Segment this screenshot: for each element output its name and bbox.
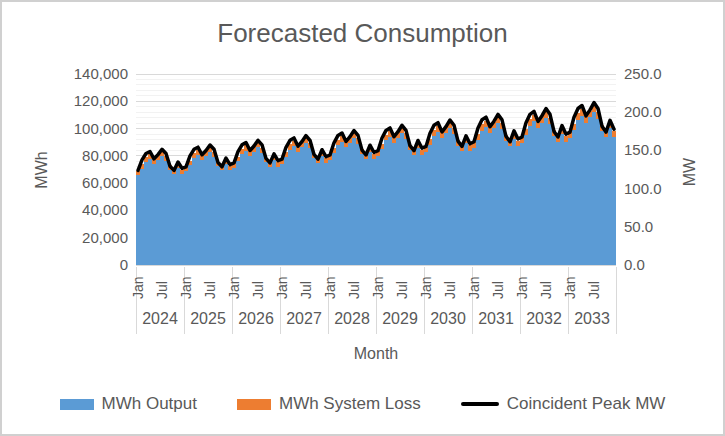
- plot-area: 140,000 120,000 100,000 80,000 60,000 40,000 2…: [2, 2, 725, 342]
- svg-text:Jan: Jan: [274, 276, 290, 299]
- x-axis-title: Month: [354, 345, 398, 363]
- svg-text:Jan: Jan: [130, 276, 146, 299]
- legend-item-mwh-output: MWh Output: [60, 394, 197, 414]
- svg-text:Jul: Jul: [394, 281, 410, 299]
- svg-text:80,000: 80,000: [82, 147, 128, 164]
- minor-gridlines: [136, 79, 616, 259]
- svg-text:2033: 2033: [574, 310, 610, 327]
- svg-text:200.0: 200.0: [624, 103, 662, 120]
- svg-text:0: 0: [120, 256, 128, 273]
- svg-text:Jan: Jan: [178, 276, 194, 299]
- svg-text:2025: 2025: [190, 310, 226, 327]
- svg-text:Jan: Jan: [370, 276, 386, 299]
- svg-text:2032: 2032: [526, 310, 562, 327]
- left-axis-tick-labels: 140,000 120,000 100,000 80,000 60,000 40,000 2…: [74, 65, 128, 273]
- svg-text:2031: 2031: [478, 310, 514, 327]
- svg-text:Jul: Jul: [490, 281, 506, 299]
- svg-text:100,000: 100,000: [74, 120, 128, 137]
- month-tick-labels: Jan Jul Jan Jul Jan Jul Jan Jul Jan Jul Jan Jul Jan J…: [130, 276, 602, 299]
- svg-text:50.0: 50.0: [624, 218, 653, 235]
- legend-item-coincident-peak: Coincident Peak MW: [461, 394, 666, 414]
- svg-text:2029: 2029: [382, 310, 418, 327]
- svg-text:120,000: 120,000: [74, 92, 128, 109]
- right-axis-tick-labels: 250.0 200.0 150.0 100.0 50.0 0.0: [624, 65, 662, 273]
- svg-text:140,000: 140,000: [74, 65, 128, 82]
- svg-text:250.0: 250.0: [624, 65, 662, 82]
- svg-text:Jan: Jan: [514, 276, 530, 299]
- legend-label-coincident-peak: Coincident Peak MW: [507, 394, 666, 414]
- svg-text:Jul: Jul: [202, 281, 218, 299]
- svg-text:2030: 2030: [430, 310, 466, 327]
- svg-text:Jul: Jul: [538, 281, 554, 299]
- svg-text:2028: 2028: [334, 310, 370, 327]
- svg-text:Jul: Jul: [154, 281, 170, 299]
- svg-text:2024: 2024: [142, 310, 178, 327]
- svg-text:Jan: Jan: [322, 276, 338, 299]
- legend: MWh Output MWh System Loss Coincident Pe…: [2, 394, 723, 414]
- left-axis-title: MWh: [33, 151, 51, 188]
- svg-text:Jul: Jul: [250, 281, 266, 299]
- svg-text:40,000: 40,000: [82, 201, 128, 218]
- svg-text:150.0: 150.0: [624, 141, 662, 158]
- legend-label-mwh-output: MWh Output: [102, 394, 197, 414]
- svg-text:Jan: Jan: [418, 276, 434, 299]
- svg-text:2026: 2026: [238, 310, 274, 327]
- right-axis-title: MW: [681, 158, 699, 186]
- svg-text:Jan: Jan: [226, 276, 242, 299]
- coincident-peak-line-swatch-icon: [461, 402, 499, 406]
- legend-label-mwh-system-loss: MWh System Loss: [279, 394, 421, 414]
- svg-text:100.0: 100.0: [624, 180, 662, 197]
- chart-card: Forecasted Consumption 140,000120,000100…: [0, 0, 725, 436]
- svg-text:20,000: 20,000: [82, 229, 128, 246]
- svg-text:Jul: Jul: [346, 281, 362, 299]
- legend-item-mwh-system-loss: MWh System Loss: [237, 394, 421, 414]
- svg-text:Jul: Jul: [586, 281, 602, 299]
- mwh-system-loss-swatch-icon: [237, 399, 271, 410]
- major-gridlines: [136, 74, 616, 265]
- svg-text:2027: 2027: [286, 310, 322, 327]
- mwh-output-swatch-icon: [60, 399, 94, 410]
- svg-text:Jul: Jul: [442, 281, 458, 299]
- svg-text:Jul: Jul: [298, 281, 314, 299]
- svg-text:0.0: 0.0: [624, 256, 645, 273]
- svg-text:60,000: 60,000: [82, 174, 128, 191]
- svg-text:Jan: Jan: [562, 276, 578, 299]
- svg-text:Jan: Jan: [466, 276, 482, 299]
